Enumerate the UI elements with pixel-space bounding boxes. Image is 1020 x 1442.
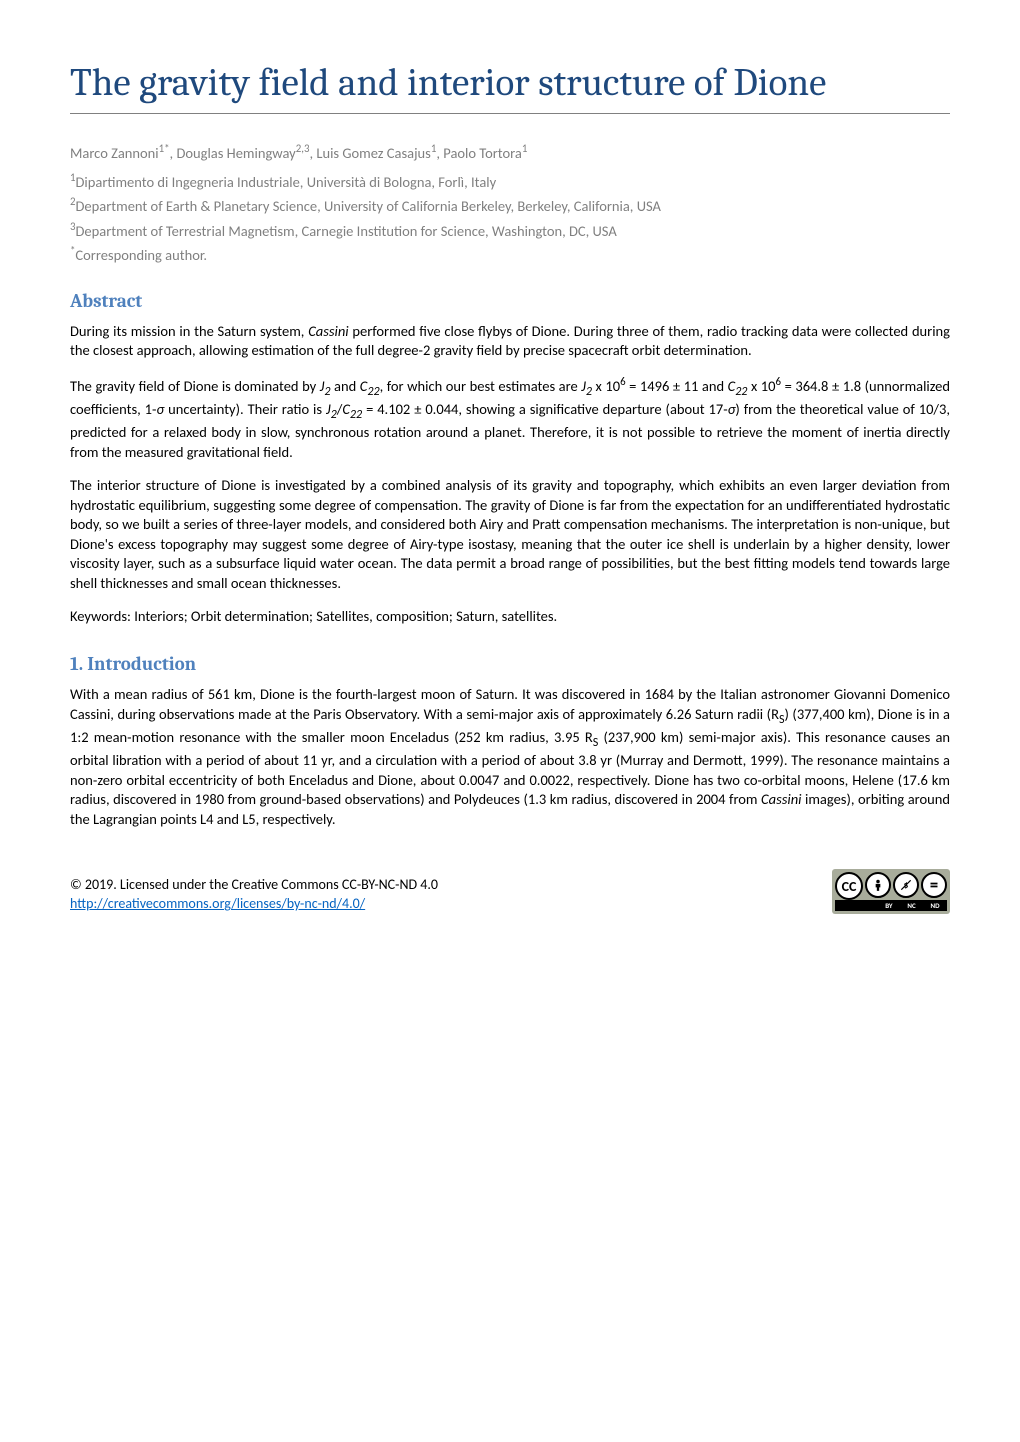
paper-title: The gravity field and interior structure… <box>70 60 950 107</box>
introduction-heading: 1. Introduction <box>70 653 950 675</box>
by-label: BY <box>885 901 892 910</box>
nd-icon <box>921 872 947 898</box>
affiliation-3: 3Department of Terrestrial Magnetism, Ca… <box>70 221 950 240</box>
title-rule <box>70 113 950 114</box>
corresponding-author: *Corresponding author. <box>70 245 950 264</box>
abstract-heading: Abstract <box>70 290 950 312</box>
nc-icon: $ <box>893 872 919 898</box>
page-footer: © 2019. Licensed under the Creative Comm… <box>70 869 950 914</box>
abstract-paragraph: The gravity field of Dione is dominated … <box>70 375 950 462</box>
nc-label: NC <box>907 901 915 910</box>
license-link[interactable]: http://creativecommons.org/licenses/by-n… <box>70 895 365 912</box>
copyright-text: © 2019. Licensed under the Creative Comm… <box>70 876 438 893</box>
by-icon <box>865 872 891 898</box>
abstract-paragraph: During its mission in the Saturn system,… <box>70 322 950 361</box>
abstract-paragraph: The interior structure of Dione is inves… <box>70 476 950 593</box>
affiliation-1: 1Dipartimento di Ingegneria Industriale,… <box>70 172 950 191</box>
keywords: Keywords: Interiors; Orbit determination… <box>70 607 950 627</box>
cc-icon: CC <box>835 872 863 900</box>
footer-license-text: © 2019. Licensed under the Creative Comm… <box>70 876 438 914</box>
cc-icons-row: CC $ <box>835 872 947 900</box>
affiliation-2: 2Department of Earth & Planetary Science… <box>70 196 950 215</box>
nd-label: ND <box>931 901 940 910</box>
cc-labels-row: BY NC ND <box>835 900 947 911</box>
introduction-paragraph: With a mean radius of 561 km, Dione is t… <box>70 685 950 829</box>
cc-license-badge: CC $ BY NC ND <box>832 869 950 914</box>
authors-line: Marco Zannoni1*, Douglas Hemingway2,3, L… <box>70 142 950 162</box>
